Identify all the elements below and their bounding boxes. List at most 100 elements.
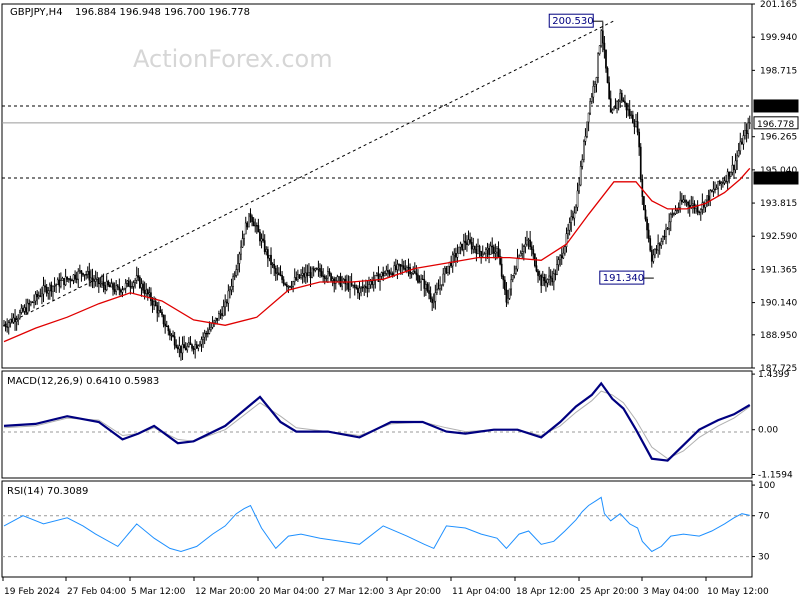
- candle-body: [331, 278, 334, 281]
- candle-body: [396, 264, 399, 271]
- candle-body: [210, 327, 212, 330]
- candle-body: [486, 247, 489, 250]
- candle-body: [281, 274, 283, 280]
- candle-body: [25, 307, 27, 313]
- candle-body: [83, 274, 86, 276]
- candle-body: [737, 150, 740, 157]
- rsi-tick-label: 70: [758, 512, 770, 522]
- candle-body: [747, 122, 750, 135]
- candle-body: [432, 300, 435, 304]
- candle-body: [85, 274, 88, 276]
- candle-body: [99, 282, 102, 285]
- candle-body: [162, 314, 165, 325]
- candle-body: [665, 228, 667, 237]
- candle-body: [330, 273, 332, 281]
- candle-body: [293, 277, 296, 282]
- candle-body: [698, 211, 701, 214]
- candle-body: [630, 114, 633, 116]
- candle-body: [494, 251, 497, 254]
- candle-body: [583, 141, 585, 160]
- candle-body: [586, 121, 588, 137]
- candle-body: [105, 281, 108, 290]
- candle-body: [165, 325, 168, 328]
- candle-body: [333, 278, 336, 284]
- candle-body: [139, 277, 141, 288]
- candle-body: [603, 42, 606, 51]
- candle-body: [218, 313, 220, 321]
- candle-body: [442, 273, 445, 285]
- candle-body: [391, 273, 394, 276]
- candle-body: [11, 319, 13, 323]
- candle-body: [646, 218, 648, 231]
- candle-body: [625, 102, 628, 111]
- candle-body: [404, 268, 407, 271]
- candle-body: [308, 272, 310, 277]
- candle-body: [726, 171, 729, 182]
- candle-body: [325, 277, 328, 280]
- price-tick-label: 199.940: [760, 33, 797, 43]
- time-tick-label: 10 May 12:00: [707, 587, 769, 597]
- candle-body: [496, 248, 498, 253]
- candle-body: [311, 268, 313, 278]
- candle-body: [140, 283, 143, 288]
- candle-body: [257, 225, 260, 233]
- rsi-tick-label: 30: [758, 553, 770, 563]
- candle-body: [707, 195, 710, 201]
- candle-body: [91, 277, 94, 280]
- time-tick-label: 19 Feb 2024: [4, 587, 60, 597]
- candle-body: [366, 287, 369, 289]
- candle-body: [322, 275, 325, 277]
- candle-body: [447, 265, 449, 273]
- candle-body: [606, 67, 609, 83]
- candle-body: [684, 199, 686, 203]
- candle-body: [499, 256, 501, 265]
- candle-body: [107, 281, 110, 286]
- candle-body: [176, 347, 179, 350]
- candle-body: [614, 106, 617, 109]
- candle-body: [259, 231, 261, 242]
- candle-body: [15, 319, 18, 322]
- candle-body: [216, 317, 219, 321]
- candle-body: [240, 246, 242, 255]
- candle-body: [515, 268, 517, 274]
- candle-body: [9, 319, 12, 324]
- level-tag: [753, 171, 799, 185]
- candle-body: [437, 288, 440, 291]
- candle-body: [363, 286, 366, 289]
- candle-body: [18, 312, 21, 319]
- candle-body: [469, 239, 471, 243]
- candle-body: [20, 308, 23, 313]
- candle-body: [717, 180, 720, 189]
- price-candles: [3, 21, 751, 361]
- candle-body: [394, 265, 397, 271]
- candle-body: [282, 279, 285, 285]
- candle-body: [90, 277, 92, 281]
- candle-body: [94, 279, 97, 282]
- candle-body: [112, 283, 114, 290]
- candle-body: [355, 287, 358, 289]
- candle-body: [559, 255, 562, 261]
- candle-body: [556, 264, 558, 275]
- candle-body: [734, 160, 737, 171]
- candle-body: [320, 271, 323, 277]
- candle-body: [733, 164, 735, 171]
- candle-body: [243, 233, 246, 239]
- macd-tick-label: 0.00: [758, 426, 778, 436]
- candle-body: [540, 275, 543, 286]
- price-tick-label: 201.165: [760, 0, 797, 10]
- candle-body: [680, 199, 683, 203]
- candle-body: [364, 286, 367, 289]
- candle-body: [309, 272, 312, 278]
- candle-body: [459, 243, 462, 248]
- candle-body: [67, 278, 70, 280]
- candle-body: [745, 130, 748, 135]
- candle-body: [638, 131, 641, 148]
- candle-body: [229, 289, 231, 292]
- candle-body: [679, 199, 682, 209]
- candle-body: [668, 221, 671, 229]
- candle-body: [714, 188, 716, 191]
- candle-body: [208, 329, 211, 334]
- candle-body: [63, 278, 65, 285]
- candle-body: [75, 278, 78, 280]
- candle-body: [635, 121, 637, 127]
